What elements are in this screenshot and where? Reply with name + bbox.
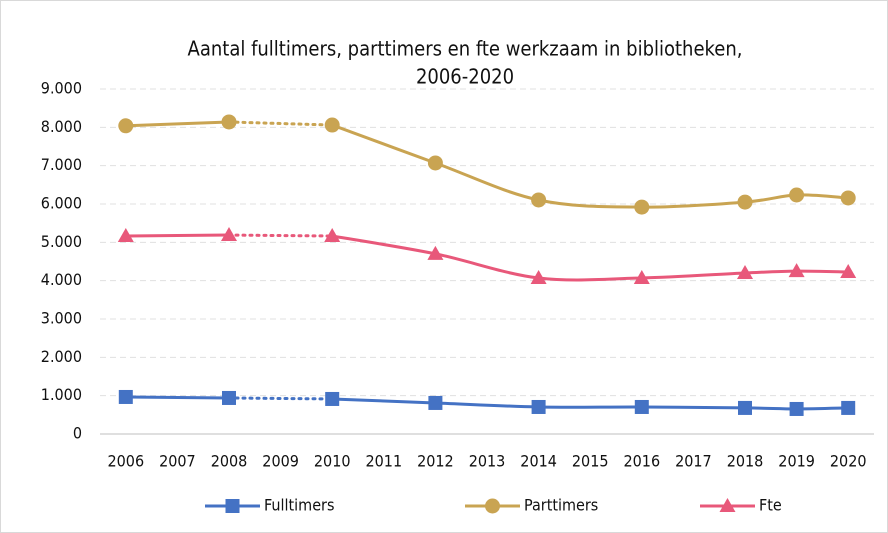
legend-label: Fulltimers bbox=[264, 496, 334, 515]
y-tick-label: 9.000 bbox=[41, 79, 82, 98]
data-point bbox=[221, 227, 237, 242]
y-tick-label: 4.000 bbox=[41, 270, 82, 289]
x-tick-label: 2017 bbox=[675, 452, 712, 471]
y-tick-label: 8.000 bbox=[41, 117, 82, 136]
x-tick-label: 2008 bbox=[211, 452, 248, 471]
data-point bbox=[531, 399, 546, 414]
data-point bbox=[117, 228, 134, 243]
data-point bbox=[324, 228, 341, 243]
gap-connector bbox=[227, 233, 334, 238]
y-tick-label: 1.000 bbox=[41, 385, 82, 404]
x-tick-label: 2012 bbox=[417, 452, 454, 471]
gap-connector bbox=[227, 396, 334, 401]
y-tick-label: 0 bbox=[73, 424, 82, 443]
data-point bbox=[221, 114, 237, 130]
data-point bbox=[737, 194, 753, 210]
data-point bbox=[738, 400, 752, 415]
data-point bbox=[222, 390, 236, 405]
x-tick-label: 2020 bbox=[830, 452, 867, 471]
x-tick-label: 2018 bbox=[727, 452, 764, 471]
x-tick-label: 2015 bbox=[572, 452, 609, 471]
data-point bbox=[427, 155, 443, 171]
y-tick-label: 3.000 bbox=[41, 309, 82, 328]
data-point bbox=[633, 269, 650, 284]
data-point bbox=[118, 118, 134, 134]
series-line bbox=[125, 233, 230, 238]
data-point bbox=[634, 199, 650, 215]
data-point bbox=[531, 192, 547, 208]
legend-label: Fte bbox=[759, 496, 782, 515]
x-tick-label: 2010 bbox=[314, 452, 351, 471]
data-point bbox=[118, 389, 133, 404]
x-tick-label: 2006 bbox=[107, 452, 144, 471]
x-tick-label: 2014 bbox=[520, 452, 557, 471]
x-tick-label: 2016 bbox=[623, 452, 660, 471]
y-tick-label: 2.000 bbox=[41, 347, 82, 366]
x-tick-label: 2009 bbox=[262, 452, 299, 471]
data-point bbox=[324, 117, 340, 133]
chart-title: Aantal fulltimers, parttimers en fte wer… bbox=[188, 37, 743, 61]
data-point bbox=[789, 401, 804, 416]
legend-marker bbox=[225, 499, 240, 513]
gap-connector bbox=[227, 120, 334, 127]
chart-title: 2006-2020 bbox=[416, 65, 514, 89]
data-point bbox=[788, 263, 805, 278]
legend-marker bbox=[719, 498, 736, 512]
x-tick-label: 2013 bbox=[469, 452, 506, 471]
y-tick-label: 5.000 bbox=[41, 232, 82, 251]
data-point bbox=[737, 265, 753, 279]
legend-marker bbox=[485, 498, 500, 514]
data-point bbox=[428, 395, 443, 410]
data-point bbox=[634, 399, 649, 414]
data-point bbox=[841, 400, 856, 415]
data-point bbox=[427, 245, 444, 260]
data-point bbox=[325, 391, 340, 406]
legend-label: Parttimers bbox=[524, 496, 598, 515]
series-line bbox=[125, 395, 230, 400]
x-tick-label: 2019 bbox=[778, 452, 815, 471]
y-tick-label: 6.000 bbox=[41, 194, 82, 213]
x-tick-label: 2007 bbox=[159, 452, 196, 471]
data-point bbox=[530, 269, 547, 284]
y-tick-label: 7.000 bbox=[41, 155, 82, 174]
data-point bbox=[840, 264, 857, 279]
data-point bbox=[840, 190, 856, 206]
x-tick-label: 2011 bbox=[365, 452, 402, 471]
data-point bbox=[789, 187, 805, 203]
